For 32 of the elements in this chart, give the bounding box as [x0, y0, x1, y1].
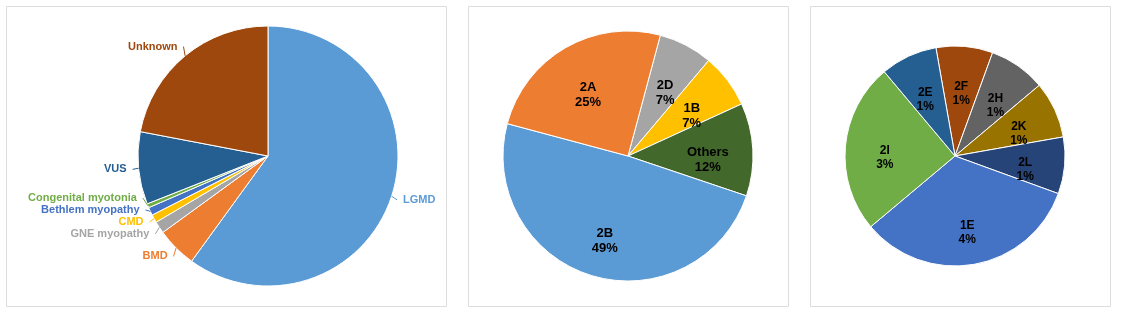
- slice-label: 2B: [596, 224, 614, 240]
- data-label: 1%: [1010, 133, 1028, 148]
- data-label: 1%: [952, 92, 971, 107]
- slice-label: Bethlem myopathy: [41, 202, 141, 215]
- data-label: 25%: [574, 93, 602, 109]
- data-label: 12%: [694, 158, 722, 174]
- slice-label: 2I: [879, 142, 890, 157]
- slice-label: 2H: [987, 91, 1004, 106]
- slice-label: 2L: [1018, 155, 1033, 170]
- slice-label: 1B: [683, 99, 701, 115]
- slice-label: VUS: [104, 162, 127, 175]
- slice-label: 2K: [1011, 119, 1027, 134]
- slice-label: GNE myopathy: [70, 226, 151, 239]
- slice-label: Others: [686, 143, 729, 159]
- slice-label: 1E: [959, 218, 975, 233]
- slice-label: 2E: [917, 85, 933, 100]
- data-label: 1%: [1016, 169, 1035, 184]
- slice-label: Unknown: [127, 39, 178, 52]
- slice-label: 2D: [656, 77, 674, 93]
- data-label: 7%: [682, 114, 702, 130]
- slice-label: LGMD: [403, 192, 436, 205]
- slice-label: Congenital myotonia: [28, 190, 138, 203]
- data-label: 3%: [876, 156, 894, 171]
- slice-label: 2F: [954, 78, 969, 93]
- data-label: 1%: [916, 99, 935, 114]
- data-label: 49%: [591, 239, 619, 255]
- slice-label: 2A: [579, 78, 597, 94]
- data-label: 4%: [958, 232, 977, 247]
- slice-label: BMD: [142, 249, 168, 262]
- slice-label: CMD: [118, 214, 144, 227]
- data-label: 1%: [986, 105, 1005, 120]
- data-label: 7%: [655, 92, 675, 108]
